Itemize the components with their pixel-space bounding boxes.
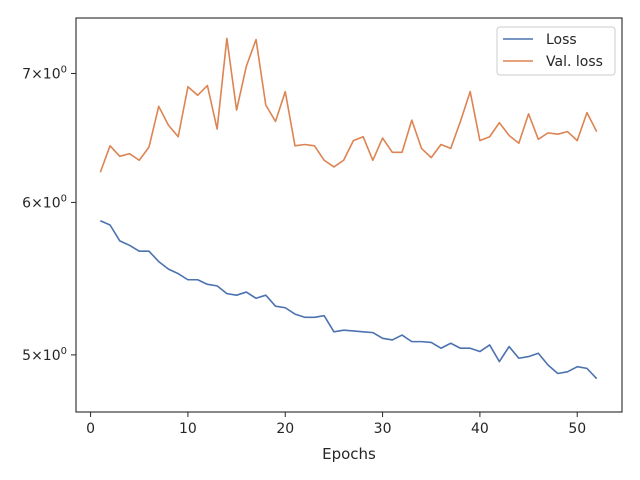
x-tick-label: 0 — [86, 421, 95, 437]
x-tick-label: 40 — [471, 421, 489, 437]
legend-label-val-loss: Val. loss — [546, 54, 603, 70]
x-tick-label: 20 — [276, 421, 294, 437]
y-tick-label: 7×100 — [22, 64, 67, 82]
series-line-loss — [100, 219, 598, 380]
x-tick-label: 30 — [374, 421, 392, 437]
series-line-val-loss — [99, 37, 598, 173]
plot-background — [76, 18, 622, 412]
x-axis-title: Epochs — [322, 445, 376, 463]
legend-label-loss: Loss — [546, 32, 577, 48]
plot-frame — [75, 17, 623, 413]
y-tick-label: 5×100 — [22, 346, 67, 364]
legend: Loss Val. loss — [496, 26, 616, 76]
x-axis: 0 10 20 30 40 50 — [86, 412, 586, 437]
series-layer — [99, 37, 598, 380]
x-tick-label: 50 — [568, 421, 586, 437]
x-tick-label: 10 — [179, 421, 197, 437]
y-tick-label: 6×100 — [22, 193, 67, 211]
y-axis: 5×100 6×100 7×100 — [22, 64, 76, 364]
